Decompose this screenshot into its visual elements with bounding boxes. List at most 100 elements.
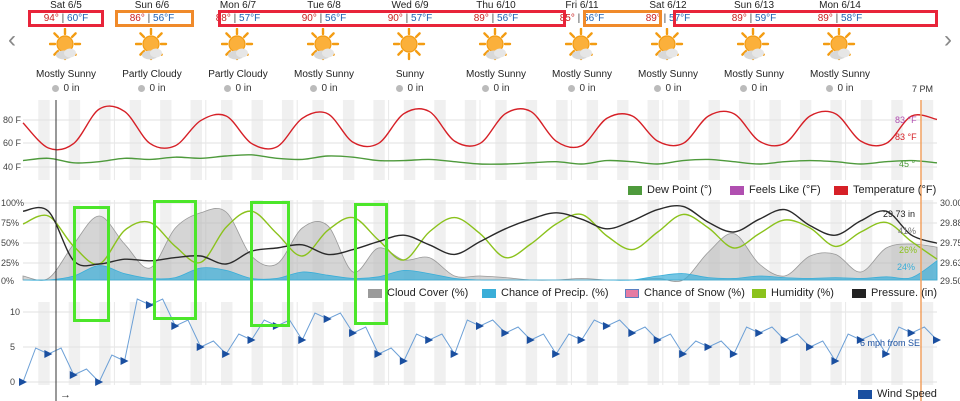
wind-direction-arrow [399,357,408,365]
night-band [799,302,812,385]
next-arrow-icon[interactable]: › [944,26,952,53]
legend-pressure: Pressure. (in) [852,287,937,299]
day-column[interactable]: Tue 6/8 90° | 56°F Mostly Sunny 0 in [281,0,367,95]
wind-direction-arrow [222,350,231,358]
night-band [769,302,781,385]
legend-humidity: Humidity (%) [752,287,834,299]
sun-icon [822,27,856,61]
legend-temperature: Temperature (°F) [834,184,936,196]
night-band [160,100,172,180]
temp-tick-label: 80 F [3,115,22,125]
sun-icon [650,27,684,61]
raindrop-icon [138,84,146,92]
wind-direction-arrow [450,350,459,358]
day-column[interactable]: Mon 6/14 89° | 58°F Mostly Sunny 0 in [797,0,883,95]
wind-direction-arrow [856,336,865,344]
day-high: 88° [215,13,231,24]
day-column[interactable]: Thu 6/10 89° | 56°F Mostly Sunny 0 in [453,0,539,95]
day-temps: 90° | 56°F [301,13,347,24]
night-band [525,200,538,280]
night-band [678,302,690,385]
night-band [342,302,355,385]
day-column[interactable]: Sun 6/6 86° | 56°F Partly Cloudy 0 in [109,0,195,95]
night-band [38,302,50,385]
sun-icon [220,27,254,61]
label-humidity: 26% [899,245,917,255]
day-low: 57°F [411,13,433,24]
day-column[interactable]: Fri 6/11 85° | 56°F Mostly Sunny 0 in [539,0,625,95]
sun-icon [478,27,512,61]
night-band [647,100,659,180]
raindrop-icon [310,84,318,92]
day-precip: 0 in [23,83,109,95]
legend-cloud-cover: Cloud Cover (%) [368,287,468,299]
day-column[interactable]: Wed 6/9 90° | 57°F Sunny 0 in [367,0,453,95]
night-band [830,200,842,280]
wind-direction-arrow [298,336,307,344]
night-band [68,100,81,180]
highlight-box-red-3 [673,10,938,27]
day-condition: Sunny [395,69,425,80]
night-band [464,302,477,385]
raindrop-icon [826,84,834,92]
day-column[interactable]: Sat 6/12 89° | 57°F Mostly Sunny 0 in [625,0,711,95]
wind-direction-arrow [679,350,688,358]
night-band [556,302,568,385]
day-precip: 0 in [625,83,711,95]
day-temps: 89° | 57°F [645,13,691,24]
pct-tick-label: 50% [1,238,19,248]
label-precip: 24% [897,262,915,272]
wind-direction-arrow [374,350,383,358]
night-band [190,100,202,180]
wind-direction-arrow [577,336,586,344]
legend-chance-snow: Chance of Snow (%) [625,287,745,299]
night-band [708,100,720,180]
day-precip: 0 in [539,83,625,95]
wind-direction-arrow [831,357,840,365]
day-date: Thu 6/10 [476,0,516,11]
night-band [525,302,538,385]
pressure-tick-label: 29.63 [940,258,960,268]
sun-icon [134,27,168,61]
pressure-tick-label: 29.75 [940,238,960,248]
day-high: 90° [301,13,317,24]
raindrop-icon [482,84,490,92]
wind-direction-arrow [602,322,611,330]
night-band [129,100,142,180]
highlight-box-green-1 [73,206,110,322]
day-column[interactable]: Sat 6/5 94° | 60°F Mostly Sunny 0 in [23,0,109,95]
day-condition: Mostly Sunny [809,69,871,80]
highlight-box-red-1 [28,10,104,27]
wind-direction-arrow [628,329,637,337]
night-band [769,200,781,280]
night-band [891,200,903,280]
night-band [281,100,294,180]
night-band [556,200,568,280]
night-band [891,100,903,180]
day-low: 59°F [755,13,777,24]
night-band [403,100,416,180]
day-column[interactable]: Sun 6/13 89° | 59°F Mostly Sunny 0 in [711,0,797,95]
night-band [99,302,111,385]
sun-icon [392,27,426,61]
night-band [403,200,416,280]
day-precip: 0 in [367,83,453,95]
night-band [769,100,781,180]
night-band [738,100,751,180]
label-feels-like: 83 °F [895,115,917,125]
day-column[interactable]: Mon 6/7 88° | 57°F Partly Cloudy 0 in [195,0,281,95]
day-high: 85° [559,13,575,24]
wind-direction-arrow [476,322,484,330]
prev-arrow-icon[interactable]: ‹ [8,26,16,53]
night-band [434,200,446,280]
night-band [464,200,477,280]
wind-direction-arrow [552,350,561,358]
wind-direction-arrow [425,336,434,344]
night-band [251,302,263,385]
day-high: 89° [473,13,489,24]
night-band [921,302,934,385]
day-low: 58°F [841,13,863,24]
night-band [221,100,233,180]
day-temps: 90° | 57°F [387,13,433,24]
day-low: 57°F [669,13,691,24]
